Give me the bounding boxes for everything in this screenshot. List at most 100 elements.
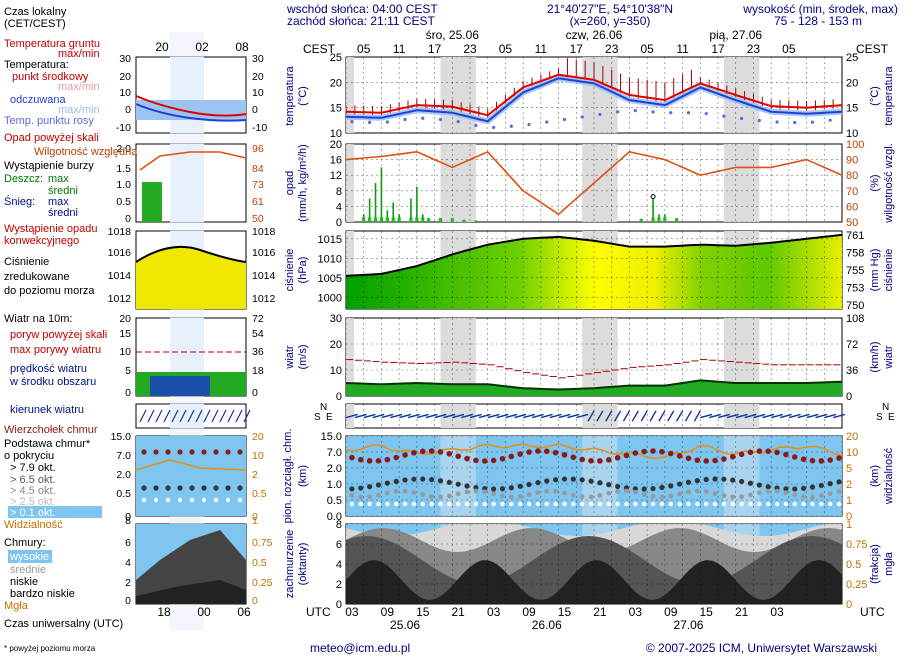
wind-arrow <box>372 413 385 419</box>
legend-cloud-dot <box>189 449 195 455</box>
wind-arrow <box>469 413 482 419</box>
dew-point <box>527 122 531 127</box>
cloud-top-dot <box>632 450 639 456</box>
cloud-base-dot <box>756 482 762 488</box>
legend-mini-tick: 10 <box>119 87 131 99</box>
wind-arrow <box>640 410 648 422</box>
panel-label: (mm Hg) <box>869 249 881 292</box>
cloud-base-dot <box>561 476 568 482</box>
night-band <box>346 144 354 222</box>
cloud-base-dot <box>827 481 833 487</box>
wind-arrow <box>693 410 701 422</box>
rh-tick: 100 <box>846 139 864 151</box>
cloud-base-dot <box>685 479 692 485</box>
panel-label: mgła <box>883 551 895 576</box>
dew-point <box>350 120 354 124</box>
cloud-top-dot <box>437 449 444 455</box>
precip-tick: 0 <box>336 217 342 229</box>
cloud-top-dot <box>570 454 577 461</box>
wind-arrow <box>487 413 500 419</box>
dew-point <box>403 117 407 122</box>
dew-point <box>456 120 460 124</box>
dew-point <box>492 125 496 130</box>
bottom-date-label: 26.06 <box>532 618 562 632</box>
tz-right: CEST <box>856 42 889 56</box>
cloud-top-dot <box>561 452 568 458</box>
legend-mini-tick: 0.75 <box>252 537 273 549</box>
legend-mini-tick: 0 <box>252 104 258 116</box>
wind-arrow <box>478 413 491 419</box>
cloud-base-dot <box>606 490 612 496</box>
legend-mini-tick: 50 <box>252 213 264 225</box>
cloud-base-dot <box>810 494 815 500</box>
temp-tick-right: 25 <box>846 52 858 64</box>
rain-mean-bar <box>663 217 667 222</box>
legend-cloud-dot <box>201 485 207 491</box>
cloud-base-dot <box>482 489 488 495</box>
rh-tick: 60 <box>846 201 858 213</box>
cloud-base-dot <box>535 501 541 507</box>
cloud-base-dot <box>677 481 683 487</box>
cloud-tick: 0.5 <box>327 495 342 507</box>
cloud-base-dot <box>553 488 559 494</box>
panel-label: (mm/h, kg/m²/h) <box>297 144 309 222</box>
cloud-base-dot <box>455 491 461 497</box>
legend-label: > 7.9 okt. <box>10 462 56 474</box>
panel-label: temperatura <box>284 65 296 125</box>
cloud-top-dot <box>721 456 727 462</box>
legend-cloud-dot <box>201 497 207 503</box>
legend-bottom-tick: 06 <box>237 605 251 619</box>
cloud-base-dot <box>429 494 435 499</box>
wind-arrow <box>709 413 722 419</box>
cloud-base-dot <box>810 501 815 507</box>
pressure-mmhg-tick: 755 <box>846 265 864 277</box>
legend-top-tick: 20 <box>155 40 169 54</box>
legend-cloud-dot <box>225 497 231 503</box>
cloud-base-dot <box>526 492 532 498</box>
legend-mini-tick: 1018 <box>252 226 276 238</box>
cloud-top-dot <box>783 451 789 458</box>
legend-mini-tick: 0 <box>252 387 258 399</box>
rain-max-bar <box>652 198 654 222</box>
wind-tick: 0 <box>336 391 342 403</box>
footnote: * powyżej poziomu morza <box>4 644 96 653</box>
sunrise: wschód słońca: 04:00 CEST <box>286 2 438 16</box>
cloud-base-dot <box>819 501 824 507</box>
cloud-base-dot <box>349 486 355 492</box>
legend-cloud-dot <box>165 497 171 503</box>
dew-point <box>598 112 602 117</box>
wind-arrow <box>514 413 527 419</box>
legend-pressure-line <box>135 245 247 263</box>
vis-tick: 2 <box>846 479 852 491</box>
cloud-base-dot <box>739 501 744 507</box>
legend-cloud-dot <box>201 449 207 455</box>
legend-rh-line <box>139 151 247 171</box>
dew-point <box>474 123 478 127</box>
panel-label: widzialność <box>883 447 895 505</box>
rain-mean-bar <box>427 218 431 222</box>
legend-label: Temperatura: <box>4 59 69 71</box>
bottom-hour-tick: 03 <box>487 605 501 619</box>
cloud-base-dot <box>393 478 399 484</box>
coords: 21°40'27"E, 54°10'38"N <box>547 2 673 16</box>
cloud-base-dot <box>411 490 417 495</box>
legend-label: bardzo niskie <box>10 588 75 600</box>
legend-cover-layer <box>136 580 246 604</box>
cloud-top-dot <box>659 448 665 455</box>
cloud-base-dot <box>712 491 718 496</box>
wind-arrow <box>345 413 358 419</box>
cloud-base-dot <box>721 493 727 499</box>
cloud-base-dot <box>588 494 594 500</box>
cloud-base-dot <box>694 478 700 484</box>
temp-tick-left: 10 <box>330 128 342 140</box>
wind-arrow <box>596 410 604 422</box>
cloud-base-dot <box>349 493 355 498</box>
wind-arrow <box>726 413 739 419</box>
cloud-base-dot <box>411 476 417 482</box>
cloud-top-dot <box>366 458 373 464</box>
pressure-mmhg-tick: 750 <box>846 300 864 312</box>
wind-arrow <box>390 413 403 419</box>
wind-tick: 20 <box>330 339 342 351</box>
cloud-base-dot <box>588 478 594 484</box>
cloud-base-dot <box>783 486 789 492</box>
